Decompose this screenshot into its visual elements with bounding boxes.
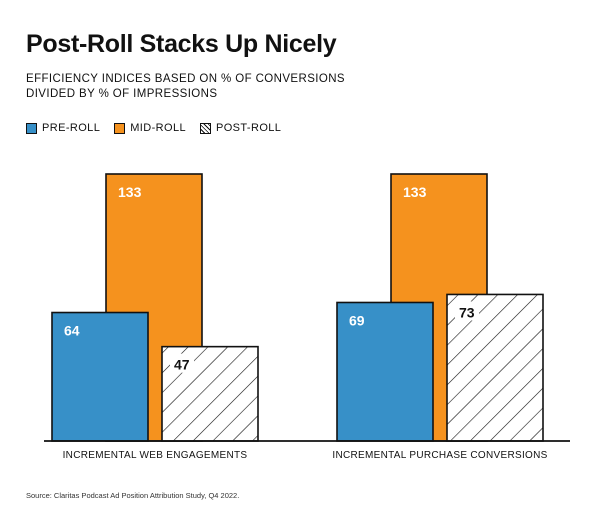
chart-title: Post-Roll Stacks Up Nicely [26, 30, 337, 58]
subtitle-line-1: EFFICIENCY INDICES BASED ON % OF CONVERS… [26, 73, 345, 85]
chart-subtitle: EFFICIENCY INDICES BASED ON % OF CONVERS… [26, 72, 446, 102]
data-label-bg-post-roll-2 [455, 301, 479, 321]
category-label-2: INCREMENTAL PURCHASE CONVERSIONS [332, 450, 547, 461]
labels-layer: 133 64 47 INCREMENTAL WEB ENGAGEMENTS 133 69 7… [44, 184, 570, 461]
legend-swatch-pre-roll [26, 122, 37, 134]
data-label-pre-roll-2: 69 [349, 312, 365, 328]
category-label-1: INCREMENTAL WEB ENGAGEMENTS [63, 450, 248, 461]
source-note: Source: Claritas Podcast Ad Position Att… [26, 491, 240, 500]
data-label-mid-roll-1: 133 [118, 184, 142, 200]
legend-swatch-post-roll [199, 122, 211, 134]
data-label-pre-roll-1: 64 [64, 323, 80, 339]
data-label-post-roll-2: 73 [459, 304, 475, 320]
legend-item-pre-roll: PRE-ROLL [26, 122, 100, 134]
legend-swatch-mid-roll [114, 122, 126, 134]
data-label-post-roll-1: 47 [174, 357, 190, 373]
legend-item-mid-roll: MID-ROLL [114, 122, 186, 134]
bars-layer [51, 173, 544, 442]
chart-legend: PRE-ROLL MID-ROLL POST-ROLL [26, 122, 281, 134]
data-label-mid-roll-2: 133 [403, 184, 427, 200]
legend-item-post-roll: POST-ROLL [199, 122, 282, 134]
subtitle-line-2: DIVIDED BY % OF IMPRESSIONS [26, 88, 218, 100]
bar-pre-roll-2 [336, 301, 434, 442]
legend-label-mid-roll: MID-ROLL [130, 122, 186, 134]
legend-label-pre-roll: PRE-ROLL [42, 122, 101, 134]
data-label-bg-post-roll-1 [170, 353, 194, 373]
legend-label-post-roll: POST-ROLL [215, 122, 282, 134]
bar-pre-roll-1 [51, 311, 149, 442]
